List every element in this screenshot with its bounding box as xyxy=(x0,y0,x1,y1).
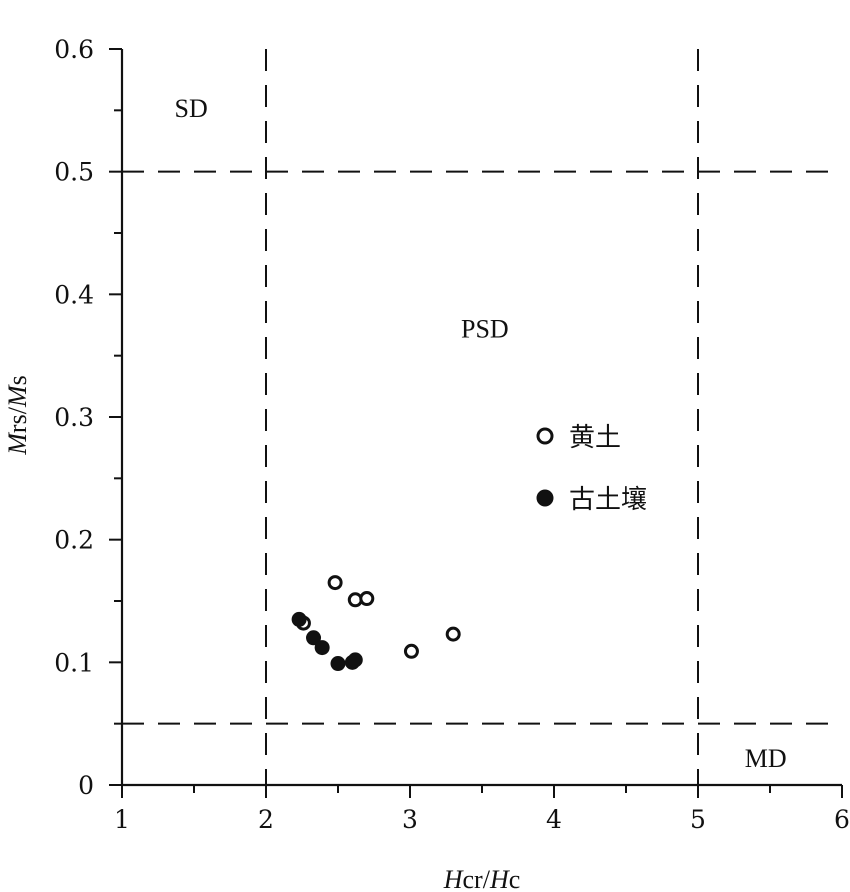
axis-title-part: H xyxy=(443,865,464,892)
axis-title-part: cr/ xyxy=(463,865,491,892)
y-tick-label: 0.4 xyxy=(54,280,94,309)
y-tick-label: 0.5 xyxy=(54,158,94,187)
axis-title-part: rs/ xyxy=(3,406,32,433)
axis-title-part: H xyxy=(489,865,510,892)
paleosol-point xyxy=(347,652,363,668)
loess-point xyxy=(327,575,343,591)
x-tick-label: 3 xyxy=(402,805,418,834)
axis-title-part: s xyxy=(3,375,32,385)
region-label-sd: SD xyxy=(174,94,207,123)
x-axis-ticks: 1 2 3 4 5 6 xyxy=(114,785,850,834)
loess-point xyxy=(403,643,419,659)
paleosol-point xyxy=(330,656,346,672)
legend-label: 黄土 xyxy=(569,423,621,453)
y-axis-title: Mrs/Ms xyxy=(3,375,32,455)
axis-title-part: M xyxy=(3,432,32,456)
x-tick-label: 2 xyxy=(258,805,274,834)
loess-point xyxy=(359,591,375,607)
plot-axes xyxy=(120,49,842,787)
region-label-psd: PSD xyxy=(461,315,509,344)
x-tick-label: 1 xyxy=(114,805,130,834)
paleosol-point xyxy=(314,640,330,656)
data-points xyxy=(291,575,461,672)
region-labels: SD PSD MD xyxy=(174,94,786,773)
x-tick-label: 4 xyxy=(546,805,562,834)
axis-title-part: M xyxy=(3,384,32,408)
y-tick-label: 0.6 xyxy=(54,35,94,64)
y-axis-ticks: 0 0.1 0.2 0.3 0.4 0.5 0.6 xyxy=(54,35,122,800)
loess-point xyxy=(445,626,461,642)
paleosol-point xyxy=(291,611,307,627)
legend-label: 古土壤 xyxy=(569,485,647,515)
paleosol-point xyxy=(306,630,322,646)
y-tick-label: 0 xyxy=(78,771,94,800)
y-tick-label: 0.1 xyxy=(54,648,94,677)
domain-boundary-lines xyxy=(122,49,842,785)
x-tick-label: 6 xyxy=(834,805,850,834)
axis-title-part: c xyxy=(509,865,521,892)
x-tick-label: 5 xyxy=(690,805,706,834)
y-tick-label: 0.3 xyxy=(54,403,94,432)
legend-marker-open xyxy=(536,427,554,445)
x-axis-title: Hcr/Hc xyxy=(443,865,521,892)
y-tick-label: 0.2 xyxy=(54,526,94,555)
legend-marker-filled xyxy=(536,489,554,507)
region-label-md: MD xyxy=(745,744,787,773)
